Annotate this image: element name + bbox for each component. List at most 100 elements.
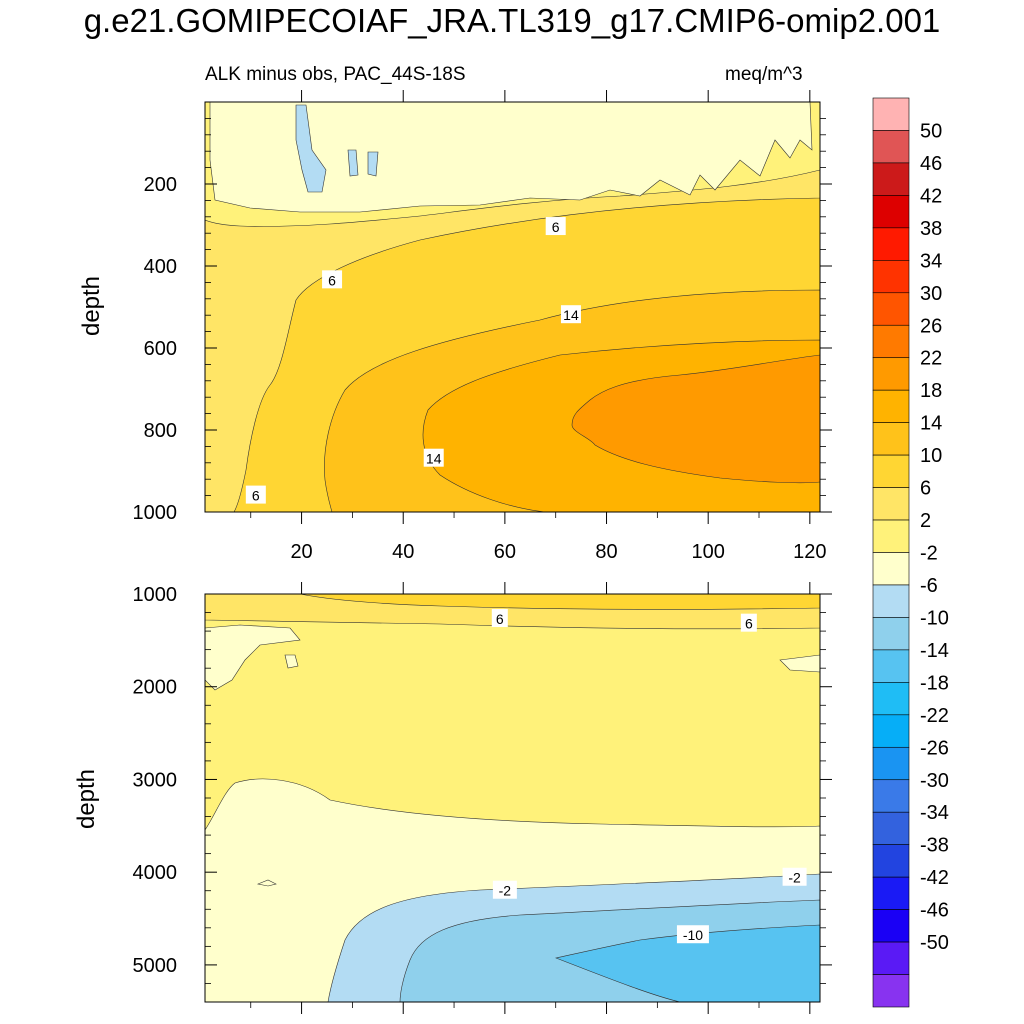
lower-contour-label-bg: [492, 880, 517, 899]
upper-contour-label: 6: [252, 488, 260, 504]
upper-panel-contours: [205, 102, 820, 512]
colorbar-label: -14: [920, 640, 949, 662]
lower-contour-label: -10: [683, 927, 703, 943]
colorbar-label: 38: [920, 218, 942, 240]
colorbar-swatch: [872, 649, 910, 683]
upper-contour-label: 6: [552, 219, 560, 235]
upper-negative-pocket-1: [295, 104, 327, 193]
colorbar-label: -10: [920, 607, 949, 629]
upper-band-near-zero: [209, 102, 813, 213]
colorbar-label: -50: [920, 932, 949, 954]
upper-contour-label: 6: [328, 272, 336, 288]
colorbar-swatch: [872, 552, 910, 586]
colorbar-label: -26: [920, 737, 949, 759]
colorbar-label: 22: [920, 348, 942, 370]
colorbar-swatch: [872, 389, 910, 423]
upper-y-tick-label: 400: [144, 256, 177, 278]
x-tick-label: 100: [691, 541, 724, 563]
colorbar-label: 50: [920, 120, 942, 142]
upper-contour-label-bg: [245, 485, 266, 504]
lower-small-contour: [256, 879, 277, 887]
upper-contour-label: 14: [563, 307, 579, 323]
x-tick-label: 80: [595, 541, 617, 563]
colorbar-swatch: [872, 97, 910, 131]
lower-contour-label-bg: [740, 613, 757, 632]
colorbar-label: 42: [920, 185, 942, 207]
colorbar-label: 6: [920, 478, 931, 500]
lower-near-zero-pocket-2: [284, 654, 299, 669]
x-tick-label: 40: [392, 541, 414, 563]
colorbar-swatch: [872, 909, 910, 943]
colorbar-swatch: [872, 617, 910, 651]
colorbar-swatch: [872, 227, 910, 261]
colorbar-swatch: [872, 941, 910, 975]
colorbar-swatch: [872, 422, 910, 456]
colorbar-label: -38: [920, 835, 949, 857]
colorbar-swatch: [872, 682, 910, 716]
upper-contour-label: 14: [426, 451, 442, 467]
lower-near-zero-pocket-3: [779, 654, 820, 673]
colorbar-label: 10: [920, 445, 942, 467]
colorbar-swatch: [872, 292, 910, 326]
colorbar-label: -46: [920, 900, 949, 922]
upper-contour-label-bg: [423, 448, 444, 467]
colorbar-swatch: [872, 876, 910, 910]
lower-contour-label-bg: [491, 609, 508, 628]
colorbar-swatch: [872, 779, 910, 813]
colorbar-label: 46: [920, 153, 942, 175]
colorbar-swatch: [872, 357, 910, 391]
upper-contour-label-bg: [560, 305, 581, 324]
lower-contour-label: 6: [496, 611, 504, 627]
chart-title: g.e21.GOMIPECOIAF_JRA.TL319_g17.CMIP6-om…: [83, 2, 941, 39]
lower-band-6to10: [299, 594, 820, 610]
upper-negative-pocket-3: [367, 151, 379, 177]
colorbar-swatch: [872, 746, 910, 781]
colorbar-label: -22: [920, 705, 949, 727]
colorbar-swatch: [872, 487, 910, 521]
x-tick-label: 60: [494, 541, 516, 563]
lower-y-tick-label: 2000: [133, 677, 178, 699]
upper-y-tick-label: 1000: [133, 502, 178, 524]
colorbar-label: -6: [920, 575, 938, 597]
upper-y-tick-label: 800: [144, 420, 177, 442]
lower-contour-label-bg: [782, 867, 807, 886]
x-tick-label: 120: [793, 541, 826, 563]
lower-contour-label: -2: [499, 883, 512, 899]
colorbar-label: 18: [920, 380, 942, 402]
colorbar-swatch: [872, 195, 910, 229]
lower-y-tick-label: 4000: [133, 862, 178, 884]
colorbar-swatch: [872, 260, 910, 294]
lower-band-neg14toneg10: [554, 924, 820, 1002]
lower-near-zero-pocket-1: [205, 624, 301, 691]
colorbar-swatch: [872, 714, 910, 748]
upper-contour-label-bg: [322, 270, 343, 289]
chart-subtitle-units: meq/m^3: [725, 64, 803, 85]
colorbar-swatch: [872, 130, 910, 164]
lower-y-tick-label: 5000: [133, 955, 178, 977]
colorbar-label: 30: [920, 283, 942, 305]
lower-y-tick-label: 3000: [133, 769, 178, 791]
colorbar-label: 2: [920, 510, 931, 532]
upper-band-18to22: [571, 354, 820, 484]
colorbar-swatch: [872, 519, 910, 553]
chart-subtitle-variable: ALK minus obs, PAC_44S-18S: [205, 64, 466, 85]
colorbar-swatch: [872, 811, 910, 845]
upper-y-tick-label: 600: [144, 338, 177, 360]
upper-panel-frame: [204, 101, 821, 513]
colorbar-label: -18: [920, 672, 949, 694]
colorbar-swatch: [872, 844, 910, 878]
upper-contour-label-bg: [545, 217, 566, 236]
colorbar-label: 26: [920, 315, 942, 337]
lower-panel-contours: [205, 594, 820, 1002]
lower-y-tick-label: 1000: [133, 584, 178, 606]
colorbar-label: -30: [920, 770, 949, 792]
x-tick-label: 20: [290, 541, 312, 563]
lower-contour-label-bg: [676, 925, 709, 944]
upper-y-tick-label: 200: [144, 174, 177, 196]
lower-contour-label: -2: [788, 870, 801, 886]
colorbar-swatch: [872, 584, 910, 618]
lower-contour-label: 6: [745, 616, 753, 632]
colorbar-label: 14: [920, 413, 942, 435]
colorbar-label: -34: [920, 802, 949, 824]
